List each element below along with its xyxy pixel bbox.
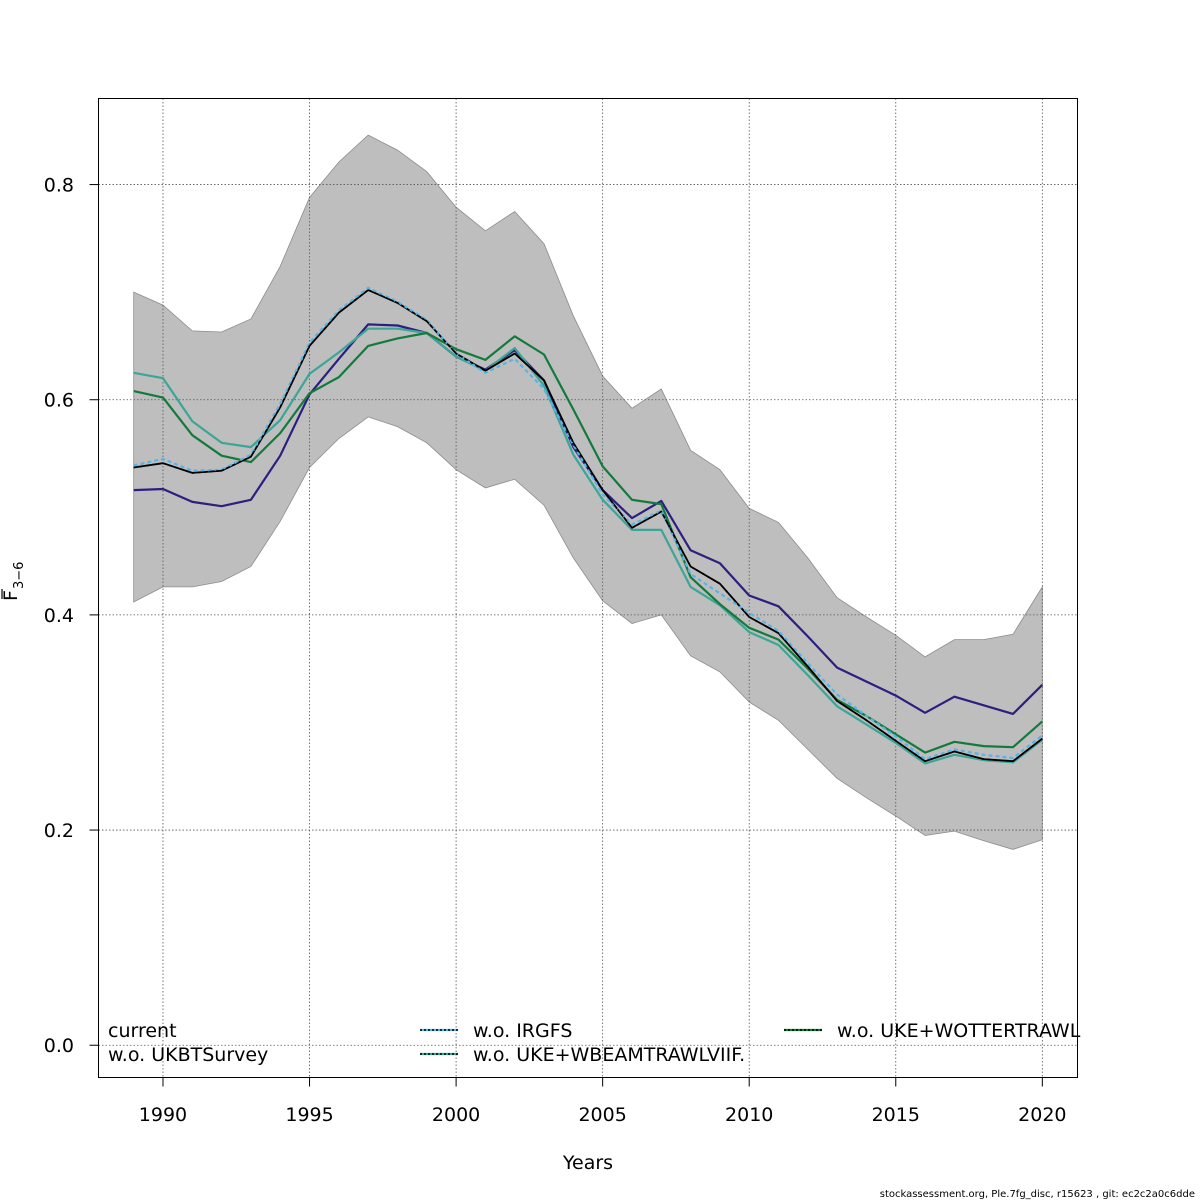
- legend-label: w.o. UKBTSurvey: [108, 1044, 268, 1066]
- plot-frame: [98, 98, 1078, 1078]
- x-tick-label: 2000: [432, 1104, 480, 1126]
- x-tick-label: 2015: [872, 1104, 920, 1126]
- y-tick-label: 0.2: [44, 820, 74, 842]
- y-axis-title: F 3−6: [0, 562, 27, 601]
- x-tick-label: 2020: [1018, 1104, 1066, 1126]
- grid-layer: [98, 98, 1078, 1078]
- x-axis-title: Years: [562, 1152, 613, 1174]
- legend-label: w.o. UKE+WOTTERTRAWL: [837, 1020, 1081, 1042]
- series-line: [133, 327, 1043, 765]
- confidence-band: [133, 134, 1043, 850]
- y-tick-label: 0.0: [44, 1035, 74, 1057]
- series-line: [133, 289, 1043, 763]
- y-tick-label: 0.8: [44, 175, 74, 197]
- series-line: [133, 331, 1044, 754]
- series-layer: [133, 286, 1044, 765]
- confidence-band-layer: [133, 134, 1043, 850]
- x-tick-label: 2005: [578, 1104, 626, 1126]
- x-tick-label: 1995: [285, 1104, 333, 1126]
- x-tick-label: 2010: [725, 1104, 773, 1126]
- y-tick-label: 0.4: [44, 605, 74, 627]
- legend-label: current: [108, 1020, 177, 1042]
- legend-label: w.o. IRGFS: [473, 1020, 572, 1042]
- legend-label: w.o. UKE+WBEAMTRAWLVIIF.: [473, 1044, 745, 1066]
- y-axis-title-sub: 3−6: [12, 562, 27, 589]
- series-line: [133, 286, 1043, 761]
- footer-credit: stockassessment.org, Ple.7fg_disc, r1562…: [880, 1189, 1195, 1200]
- x-axis: 1990 1995 2000 2005 2010 2015 2020: [139, 1077, 1067, 1126]
- y-axis-title-main: F: [0, 590, 22, 601]
- x-tick-label: 1990: [139, 1104, 187, 1126]
- series-line: [133, 323, 1044, 716]
- y-axis: 0.0 0.2 0.4 0.6 0.8: [44, 175, 99, 1057]
- y-tick-label: 0.6: [44, 390, 74, 412]
